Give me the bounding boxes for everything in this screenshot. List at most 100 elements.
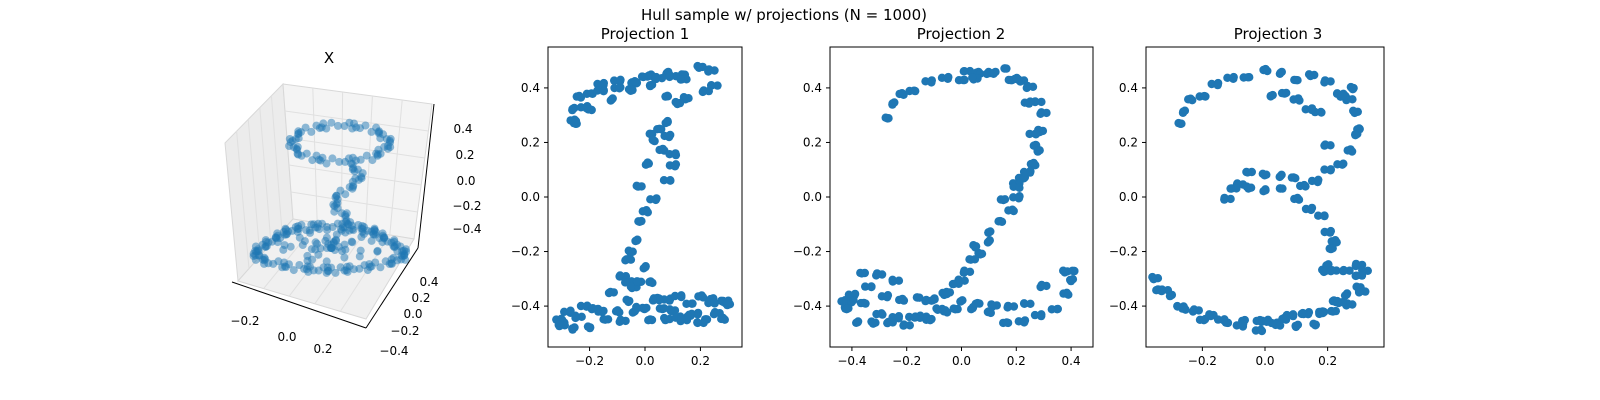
scatter-point (888, 100, 897, 109)
scatter-point (289, 266, 298, 275)
scatter-point (1306, 71, 1315, 81)
y-tick-label: 0.0 (1119, 190, 1138, 204)
scatter-point (295, 233, 304, 242)
scatter-point (704, 298, 713, 308)
scatter-point (286, 242, 295, 251)
scatter-point (637, 216, 646, 226)
scatter-point (1019, 318, 1029, 327)
y-tick-label: −0.2 (390, 324, 419, 338)
x-tick-label: 0.2 (691, 354, 710, 368)
x-axis-line (231, 281, 367, 329)
scatter-point (1314, 211, 1323, 220)
scatter-point (960, 266, 969, 275)
scatter-point (646, 195, 655, 204)
scatter-point (575, 91, 584, 101)
scatter-point (254, 247, 263, 255)
scatter-point (1326, 166, 1335, 175)
scatter-point (1320, 165, 1329, 174)
scatter-point (1015, 183, 1024, 192)
scatter-point (349, 226, 358, 235)
z-tick-label: 0.4 (453, 122, 472, 136)
scatter-point (355, 252, 364, 261)
scatter-point (654, 296, 664, 305)
scatter-point (1351, 271, 1360, 281)
scatter-point (937, 73, 947, 83)
scatter-point (1314, 175, 1323, 184)
scatter-point (1282, 88, 1291, 98)
scatter-point (666, 176, 675, 185)
scatter-point (298, 241, 307, 249)
scatter-point (1000, 195, 1010, 204)
scatter-point (687, 309, 696, 318)
scatter-point (1311, 321, 1320, 330)
scatter-point (280, 241, 289, 250)
figure-title: Hull sample w/ projections (N = 1000) (641, 6, 927, 24)
scatter-point (1328, 307, 1338, 316)
scatter-point (648, 135, 657, 144)
scatter-point (661, 118, 670, 128)
x-tick-label: −0.2 (575, 354, 604, 368)
scatter-point (1260, 171, 1269, 180)
scatter-point (897, 89, 907, 98)
scatter-point (909, 86, 919, 95)
scatter-point (971, 243, 980, 252)
scatter-point (698, 87, 707, 97)
scatter-point (1288, 310, 1298, 319)
scatter-point (1223, 73, 1232, 83)
scatter-point (1199, 316, 1209, 325)
scatter-point (327, 244, 336, 252)
scatter-point (644, 316, 653, 325)
scatter-point (327, 118, 336, 127)
scatter-point (307, 127, 316, 136)
scatter-point (850, 289, 860, 299)
x-tick-label: 0.0 (277, 330, 296, 344)
scatter-point (571, 116, 581, 126)
grid-line (389, 99, 403, 236)
scatter-point (710, 298, 719, 308)
scatter-point (1259, 187, 1268, 196)
scatter-point (301, 123, 310, 132)
scatter-point (1029, 158, 1038, 168)
scatter-point (942, 287, 951, 297)
scatter-point (655, 124, 664, 133)
scatter-point (882, 293, 892, 302)
scatter-point (376, 263, 385, 272)
scatter-point (393, 240, 401, 249)
scatter-point (632, 277, 642, 286)
scatter-point (334, 121, 342, 130)
x-tick-label: 0.4 (1062, 354, 1081, 368)
grid-line (290, 191, 418, 213)
scatter-point (1037, 310, 1046, 319)
scatter-point (608, 94, 617, 103)
scatter-point (643, 208, 652, 217)
scatter-point (676, 75, 685, 84)
scatter-point (367, 236, 376, 245)
scatter-point (278, 263, 287, 272)
scatter-point (1263, 66, 1272, 76)
scatter-point (888, 277, 897, 286)
scatter-point (1026, 166, 1035, 176)
x-tick-label: 0.2 (313, 342, 332, 356)
y-tick-label: 0.4 (1119, 81, 1138, 95)
scatter-point (309, 220, 318, 229)
x-tick-label: 0.0 (952, 354, 971, 368)
scatter-point (658, 144, 667, 154)
scatter-point (340, 253, 349, 262)
scatter-point (616, 75, 625, 85)
scatter-point (997, 217, 1007, 226)
scatter-point (303, 256, 312, 265)
scatter-point (347, 237, 356, 246)
scatter-point (1213, 80, 1222, 90)
projection-2-points (837, 64, 1079, 330)
scatter-point (861, 282, 870, 291)
scatter-point (1351, 261, 1361, 271)
scatter-point (1229, 72, 1238, 82)
scatter-point (1306, 205, 1316, 215)
scatter-point (571, 313, 580, 323)
scatter-point (1346, 145, 1355, 154)
scatter-point (665, 72, 674, 82)
scatter-point (867, 282, 876, 291)
scatter-point (322, 124, 331, 133)
scatter-point (944, 72, 953, 82)
scatter-point (688, 299, 697, 308)
